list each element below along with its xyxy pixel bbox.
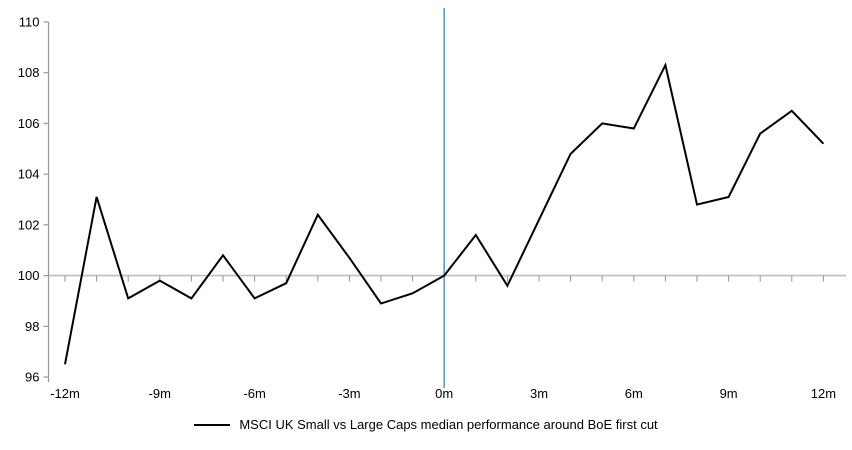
y-tick-label: 104	[18, 167, 40, 182]
legend: MSCI UK Small vs Large Caps median perfo…	[0, 417, 852, 432]
x-tick-label: -9m	[149, 386, 171, 401]
series-line	[64, 62, 825, 365]
y-tick-label: 96	[25, 370, 39, 385]
legend-line-swatch	[194, 423, 231, 426]
x-tick-label: 0m	[435, 386, 453, 401]
y-tick-label: 98	[25, 319, 39, 334]
x-tick-label: -6m	[243, 386, 265, 401]
y-tick-label: 100	[18, 268, 40, 283]
x-tick-label: 9m	[720, 386, 738, 401]
x-tick-label: 12m	[811, 386, 836, 401]
x-tick-label: -3m	[338, 386, 360, 401]
x-tick-label: -12m	[50, 386, 80, 401]
legend-label: MSCI UK Small vs Large Caps median perfo…	[239, 417, 658, 432]
x-tick-label: 6m	[625, 386, 643, 401]
y-tick-label: 102	[18, 217, 40, 232]
y-tick-label: 108	[18, 65, 40, 80]
y-tick-label: 110	[19, 15, 40, 30]
x-tick-label: 3m	[530, 386, 548, 401]
y-tick-label: 106	[18, 116, 40, 131]
